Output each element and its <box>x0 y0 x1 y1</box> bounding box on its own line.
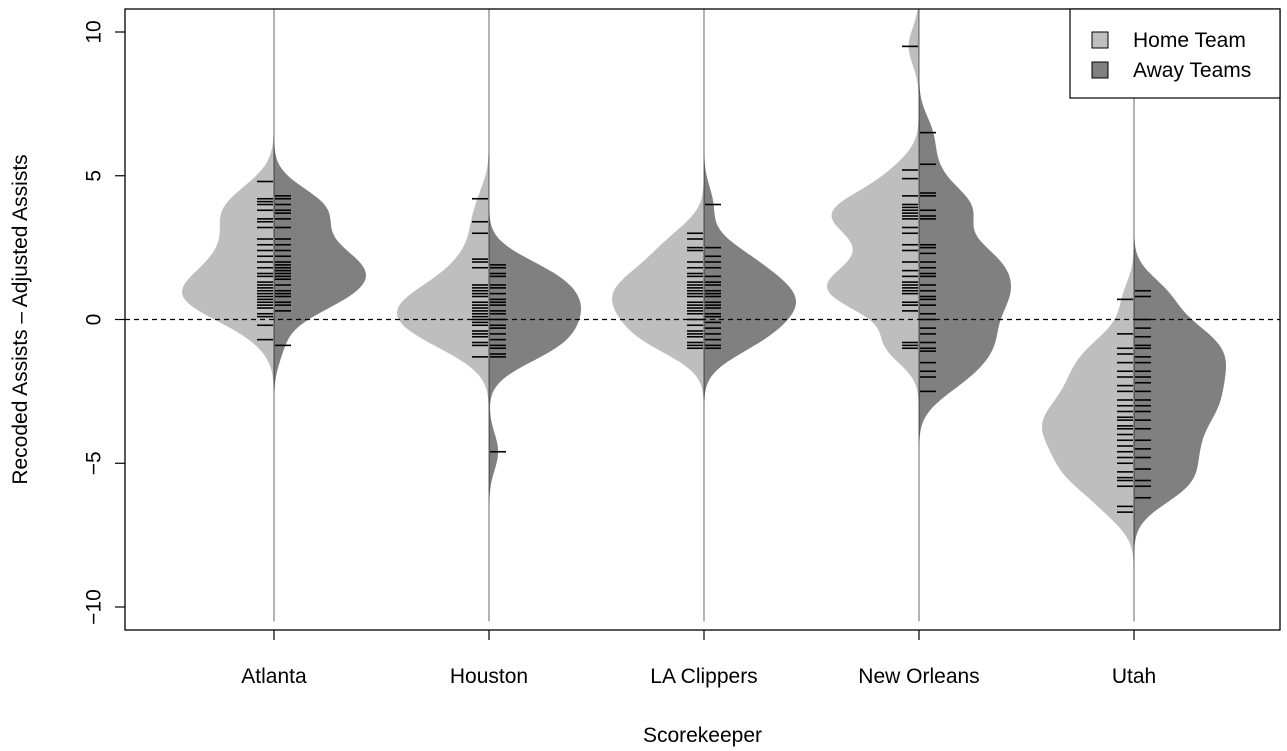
x-tick-label: Houston <box>450 665 528 688</box>
legend-swatch-away <box>1091 61 1109 79</box>
y-tick-label: 5 <box>83 170 106 182</box>
legend-swatch-home <box>1091 31 1109 49</box>
x-axis: Atlanta Houston LA Clippers New Orleans Utah <box>241 630 1156 688</box>
bean-away-0 <box>274 9 366 622</box>
bean-home-1 <box>397 9 489 622</box>
legend-label-away: Away Teams <box>1133 59 1251 82</box>
rug-lines-layer <box>257 45 1151 513</box>
bean-home-4 <box>1042 9 1134 622</box>
bean-home-0 <box>182 9 274 622</box>
x-tick-label: LA Clippers <box>650 665 757 688</box>
beans-layer <box>182 9 1226 622</box>
y-axis: −10 −5 0 5 10 <box>83 20 125 625</box>
bean-away-1 <box>489 9 581 622</box>
legend-label-home: Home Team <box>1133 29 1246 52</box>
bean-away-2 <box>704 9 796 622</box>
x-tick-label: New Orleans <box>858 665 979 688</box>
bean-home-2 <box>612 9 704 622</box>
legend: Home Team Away Teams <box>1069 8 1281 99</box>
bean-away-3 <box>919 9 1011 622</box>
x-axis-label: Scorekeeper <box>643 724 762 747</box>
bean-home-3 <box>827 9 919 622</box>
y-axis-label: Recoded Assists – Adjusted Assists <box>9 154 32 484</box>
x-tick-label: Atlanta <box>241 665 307 688</box>
y-tick-label: 0 <box>83 314 106 326</box>
y-tick-label: −5 <box>83 451 106 475</box>
y-tick-label: 10 <box>83 20 106 43</box>
legend-box <box>1069 8 1281 99</box>
x-tick-label: Utah <box>1112 665 1156 688</box>
y-tick-label: −10 <box>83 589 106 625</box>
bean-away-4 <box>1134 9 1226 622</box>
